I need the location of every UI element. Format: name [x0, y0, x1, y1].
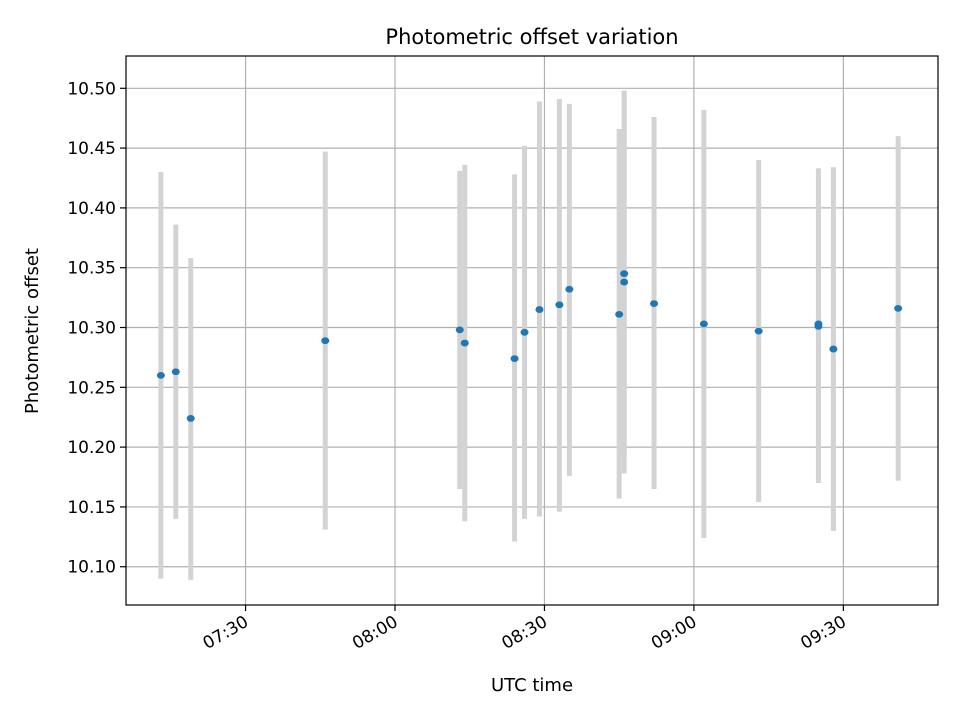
y-tick-label: 10.30 — [67, 319, 116, 339]
y-tick-label: 10.50 — [67, 79, 116, 99]
data-point — [754, 327, 763, 335]
data-point — [510, 355, 519, 363]
point-layer — [156, 270, 903, 422]
data-point — [620, 270, 629, 278]
data-point — [565, 285, 574, 293]
y-tick-label: 10.15 — [67, 498, 116, 518]
y-axis-label: Photometric offset — [22, 248, 43, 414]
data-point — [460, 339, 469, 347]
data-point — [699, 320, 708, 328]
data-point — [814, 320, 823, 328]
y-tick-label: 10.25 — [67, 378, 116, 398]
chart-title: Photometric offset variation — [385, 25, 678, 49]
data-point — [520, 328, 529, 336]
y-tick-label: 10.40 — [67, 199, 116, 219]
data-point — [186, 415, 195, 422]
data-point — [894, 304, 903, 312]
y-tick-label: 10.20 — [67, 438, 116, 458]
data-point — [829, 345, 838, 353]
data-point — [620, 278, 629, 286]
x-axis-label: UTC time — [491, 675, 573, 696]
plot-frame — [125, 55, 939, 606]
data-point — [156, 371, 165, 379]
y-tick-label: 10.45 — [67, 139, 116, 159]
data-point — [171, 368, 180, 376]
data-point — [455, 326, 464, 334]
y-tick-label: 10.10 — [67, 558, 116, 578]
grid-layer — [126, 56, 938, 605]
data-point — [555, 301, 564, 309]
y-tick-label: 10.35 — [67, 259, 116, 279]
data-point — [615, 310, 624, 318]
data-point — [650, 300, 659, 307]
data-point — [321, 337, 330, 345]
data-point — [535, 306, 544, 313]
